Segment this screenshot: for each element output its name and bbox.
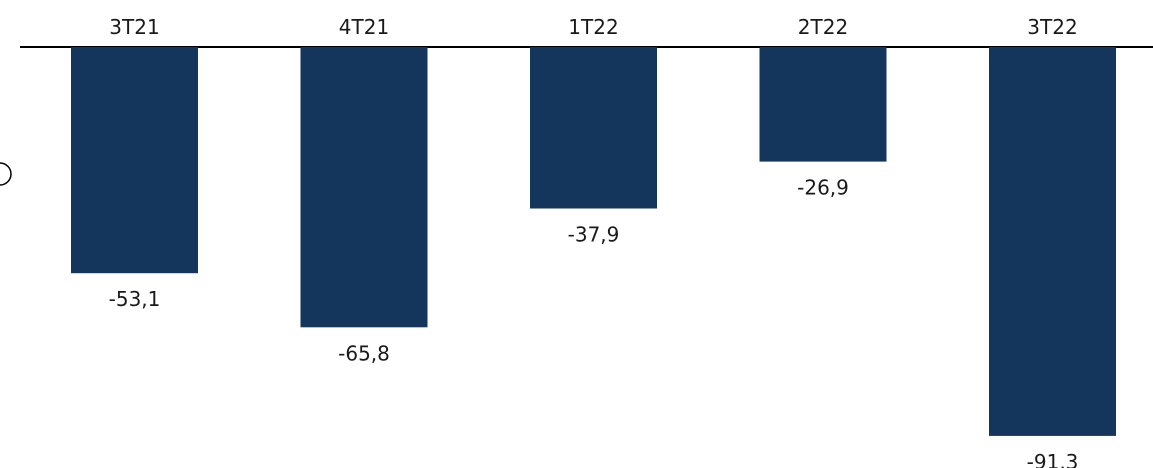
- value-label-2T22: -26,9: [797, 176, 849, 200]
- bar-3T21: [71, 47, 198, 274]
- bar-2T22: [759, 47, 887, 162]
- category-label-2T22: 2T22: [798, 15, 848, 39]
- bar-4T21: [300, 47, 428, 328]
- category-label-3T21: 3T21: [109, 15, 159, 39]
- category-label-1T22: 1T22: [568, 15, 618, 39]
- bar-1T22: [530, 47, 657, 209]
- value-label-3T21: -53,1: [109, 287, 161, 311]
- category-labels-group: 3T21 4T21 1T22 2T22 3T22: [109, 15, 1077, 39]
- value-labels-group: -53,1 -65,8 -37,9 -26,9 -91,3: [109, 176, 1079, 468]
- value-label-3T22: -91,3: [1027, 450, 1079, 468]
- bar-3T22: [989, 47, 1116, 436]
- bars-group: [71, 47, 1116, 436]
- value-label-1T22: -37,9: [568, 223, 620, 247]
- partial-circle-icon: [0, 162, 12, 186]
- category-label-4T21: 4T21: [339, 15, 389, 39]
- value-label-4T21: -65,8: [338, 341, 390, 365]
- category-label-3T22: 3T22: [1027, 15, 1077, 39]
